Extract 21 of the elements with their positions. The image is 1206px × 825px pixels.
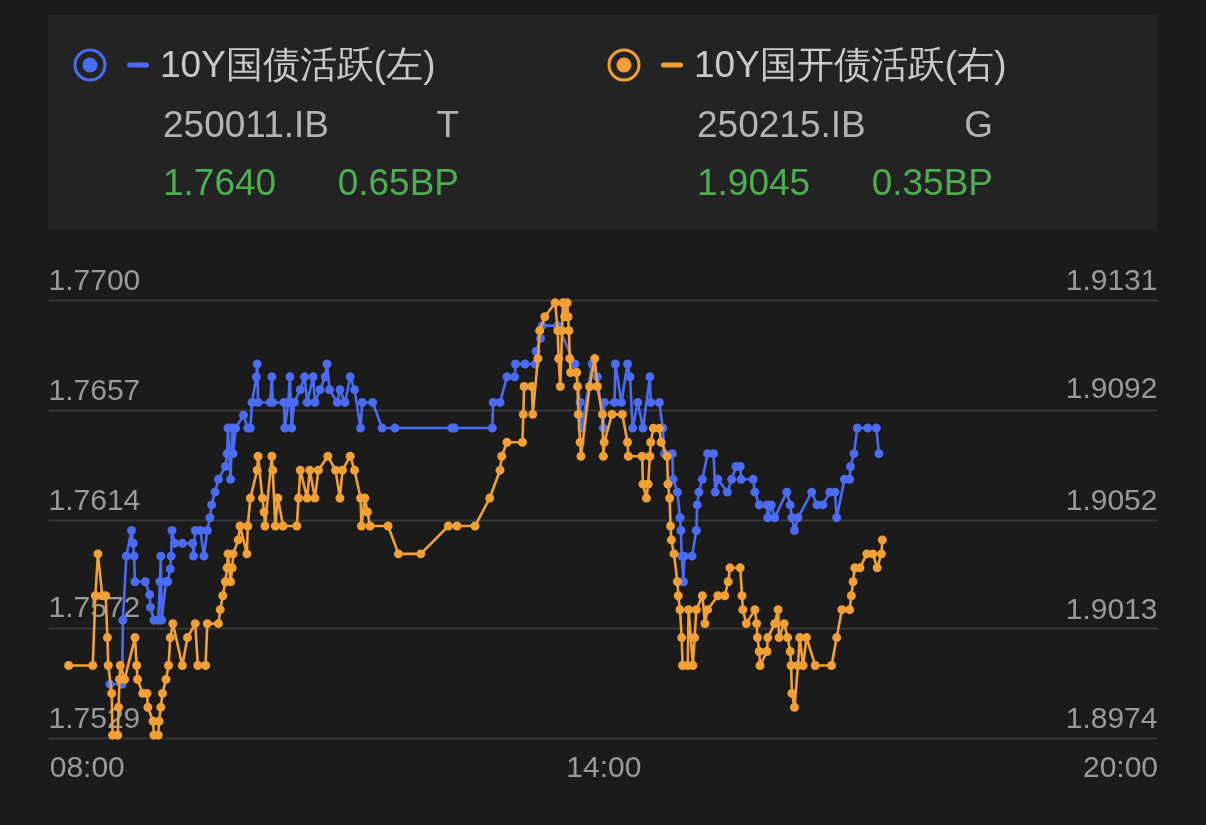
x-tick-label: 08:00 bbox=[49, 749, 125, 783]
text: 0.65BP bbox=[337, 161, 459, 205]
text: 1.9045 bbox=[697, 161, 811, 205]
text: G bbox=[964, 103, 993, 147]
text: 0.35BP bbox=[871, 161, 993, 205]
legend-label: 10Y国开债活跃(右) bbox=[694, 43, 1007, 87]
y2-tick-label: 1.9013 bbox=[1065, 591, 1158, 625]
x-tick-label: 14:00 bbox=[566, 749, 642, 783]
legend-label: 10Y国债活跃(左) bbox=[160, 43, 436, 87]
y-tick-label: 1.7614 bbox=[48, 482, 141, 516]
y-tick-label: 1.7657 bbox=[48, 372, 141, 406]
y-tick-label: 1.7700 bbox=[48, 262, 141, 296]
y2-tick-label: 1.9092 bbox=[1065, 371, 1158, 405]
x-tick-label: 20:00 bbox=[1082, 749, 1159, 783]
text: 1.7640 bbox=[163, 161, 277, 205]
y2-tick-label: 1.9131 bbox=[1065, 262, 1158, 296]
text: 250215.IB bbox=[697, 103, 866, 147]
y2-tick-label: 1.8974 bbox=[1065, 700, 1158, 734]
y2-tick-label: 1.9052 bbox=[1065, 482, 1158, 516]
text: 250011.IB bbox=[163, 103, 329, 147]
text: T bbox=[436, 103, 459, 147]
